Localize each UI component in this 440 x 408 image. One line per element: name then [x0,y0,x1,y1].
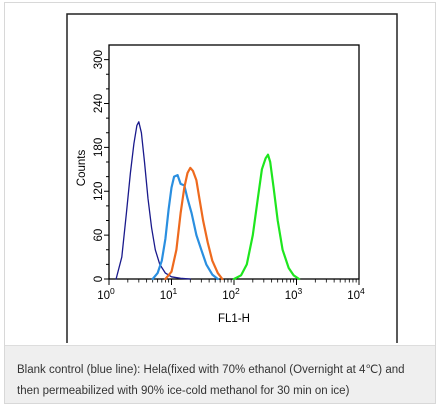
series-line-4 [232,153,301,281]
x-tick-label: 103 [285,286,303,302]
x-tick-label: 102 [222,286,240,302]
figure-border [66,13,398,343]
x-tick-label: 100 [97,286,115,302]
y-axis-label: Counts [76,150,88,187]
x-tick-label: 104 [347,286,365,302]
y-tick-label: 240 [93,94,105,113]
x-axis-ticks: 100 101 102 103 104 [97,279,365,302]
series-line-2 [151,174,219,281]
y-tick-label: 60 [93,229,105,242]
y-axis-ticks: 0 60 120 180 240 300 [93,50,109,282]
y-tick-label: 0 [93,276,105,282]
caption-line-1: Blank control (blue line): Hela(fixed wi… [17,364,405,376]
series-layer [115,121,301,281]
series-line-1 [115,121,191,280]
x-tick-label: 101 [160,286,178,302]
figure-frame: 0 60 120 180 240 300 100 101 102 103 104 Counts F… [4,2,436,404]
x-axis-label: FL1-H [218,313,250,325]
series-line-3 [164,166,224,281]
plot-box [108,44,360,280]
flow-cytometry-histogram: 0 60 120 180 240 300 100 101 102 103 104 Counts F… [66,13,398,343]
figure-area: 0 60 120 180 240 300 100 101 102 103 104 Counts F… [5,3,435,343]
caption-box: Blank control (blue line): Hela(fixed wi… [5,345,435,403]
y-tick-label: 180 [93,138,105,157]
caption-line-2: then permeabilized with 90% ice-cold met… [17,385,350,397]
y-tick-label: 120 [93,182,105,201]
y-tick-label: 300 [93,50,105,69]
